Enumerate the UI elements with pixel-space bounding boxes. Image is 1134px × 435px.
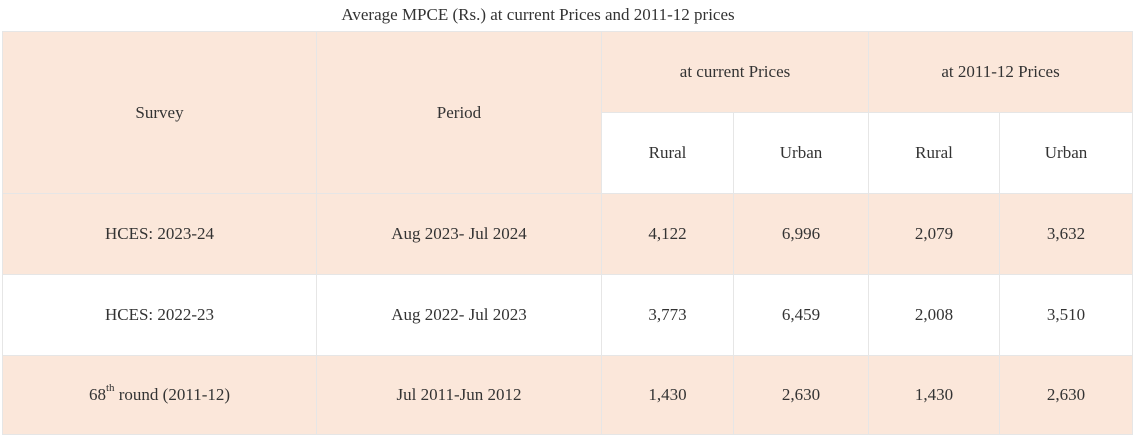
current-rural-cell: 4,122 (601, 193, 734, 275)
current-urban-cell: 6,459 (732, 274, 870, 356)
header-row-top: Survey Period at current Prices at 2011-… (2, 31, 1134, 194)
header-base-urban: Urban (999, 112, 1134, 194)
base-urban-cell: 2,630 (999, 355, 1134, 435)
header-current-urban: Urban (732, 112, 870, 194)
header-base-rural: Rural (868, 112, 1001, 194)
survey-round-number: 68 (88, 385, 106, 404)
base-urban-cell: 3,632 (999, 193, 1134, 275)
header-current-prices: at current Prices (600, 31, 870, 113)
current-urban-cell: 2,630 (732, 355, 870, 435)
survey-cell: HCES: 2023-24 (2, 193, 317, 275)
current-urban-cell: 6,996 (732, 193, 870, 275)
table-caption: Average MPCE (Rs.) at current Prices and… (341, 5, 735, 24)
current-rural-cell: 1,430 (601, 355, 734, 435)
mpce-table: Survey Period at current Prices at 2011-… (2, 31, 1134, 435)
current-rural-cell: 3,773 (601, 274, 734, 356)
header-survey: Survey (2, 31, 317, 194)
base-urban-cell: 3,510 (999, 274, 1134, 356)
header-current-rural: Rural (601, 112, 734, 194)
header-row-sub: Rural Urban Rural Urban (3, 112, 1134, 194)
ordinal-suffix: th (105, 382, 115, 394)
survey-round-label: round (2011-12) (114, 385, 231, 404)
base-rural-cell: 1,430 (868, 355, 1001, 435)
table-row: 68th round (2011-12) Jul 2011-Jun 2012 1… (2, 355, 1134, 435)
table-row: HCES: 2023-24 Aug 2023- Jul 2024 4,122 6… (2, 193, 1134, 275)
header-period: Period (316, 31, 602, 194)
header-2011-12-prices: at 2011-12 Prices (868, 31, 1134, 113)
period-cell: Jul 2011-Jun 2012 (316, 355, 602, 435)
base-rural-cell: 2,079 (868, 193, 1001, 275)
period-cell: Aug 2023- Jul 2024 (316, 193, 602, 275)
survey-cell: HCES: 2022-23 (2, 274, 317, 356)
period-cell: Aug 2022- Jul 2023 (316, 274, 602, 356)
table-row: HCES: 2022-23 Aug 2022- Jul 2023 3,773 6… (2, 274, 1134, 356)
survey-cell: 68th round (2011-12) (2, 355, 317, 435)
base-rural-cell: 2,008 (868, 274, 1001, 356)
